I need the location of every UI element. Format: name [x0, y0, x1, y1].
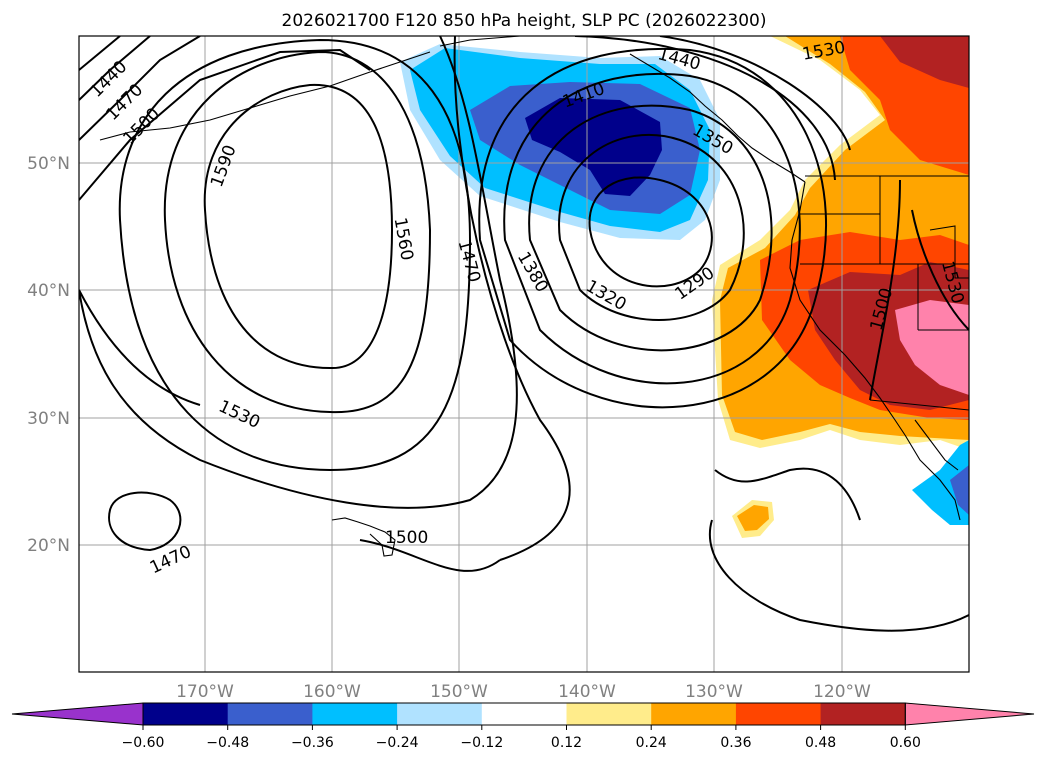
colorbar-tick-label: 0.48 — [805, 735, 836, 751]
anomaly-fill-neg-baja-dark — [950, 465, 969, 515]
lon-labels: 170°W 160°W 150°W 140°W 130°W 120°W — [176, 682, 871, 702]
colorbar-segment — [227, 703, 313, 725]
anomaly-fill-pos-small-orange — [737, 505, 769, 531]
height-contours — [79, 36, 969, 632]
colorbar-segment — [312, 703, 398, 725]
anomaly-fill-neg-baja — [912, 440, 969, 525]
colorbar-segment — [651, 703, 737, 725]
anomaly-fill-pos-firebrick — [880, 36, 969, 88]
anomaly-fill-pos-pink — [895, 300, 969, 395]
contour-label: 1500 — [385, 528, 428, 548]
lat-label: 50°N — [27, 154, 70, 174]
map-frame — [78, 35, 970, 673]
lat-label: 40°N — [27, 281, 70, 301]
colorbar-tick-label: −0.60 — [122, 735, 165, 751]
political-borders — [800, 175, 969, 411]
map-title: 2026021700 F120 850 hPa height, SLP PC (… — [282, 11, 767, 31]
colorbar-extend-low — [11, 702, 144, 726]
lat-labels: 50°N 40°N 30°N 20°N — [27, 154, 70, 556]
lat-label: 30°N — [27, 409, 70, 429]
colorbar-segment — [820, 703, 906, 725]
lat-label: 20°N — [27, 536, 70, 556]
colorbar-segment — [397, 703, 483, 725]
lon-label: 160°W — [303, 682, 361, 702]
colorbar-tick-label: 0.36 — [720, 735, 751, 751]
colorbar-tick-label: −0.36 — [291, 735, 334, 751]
colorbar-tick-label: 0.12 — [551, 735, 582, 751]
colorbar-segment — [566, 703, 652, 725]
colorbar: −0.60 −0.48 −0.36 −0.24 −0.12 0.12 0.24 0.36 0.4… — [11, 702, 1035, 751]
anomaly-fill-neg-dark — [525, 98, 662, 196]
colorbar-tick-label: 0.24 — [636, 735, 667, 751]
lon-label: 150°W — [430, 682, 488, 702]
lon-label: 130°W — [685, 682, 743, 702]
lon-label: 120°W — [813, 682, 871, 702]
lon-label: 140°W — [558, 682, 616, 702]
lon-label: 170°W — [176, 682, 234, 702]
colorbar-outline — [142, 702, 906, 726]
colorbar-tick-label: 0.60 — [890, 735, 921, 751]
colorbar-segment — [481, 703, 567, 725]
colorbar-tick-label: −0.48 — [206, 735, 249, 751]
colorbar-segment — [735, 703, 822, 725]
colorbar-extend-high — [904, 702, 1035, 726]
colorbar-segment — [143, 703, 229, 725]
colorbar-tick-label: −0.24 — [376, 735, 419, 751]
colorbar-tick-label: −0.12 — [460, 735, 503, 751]
